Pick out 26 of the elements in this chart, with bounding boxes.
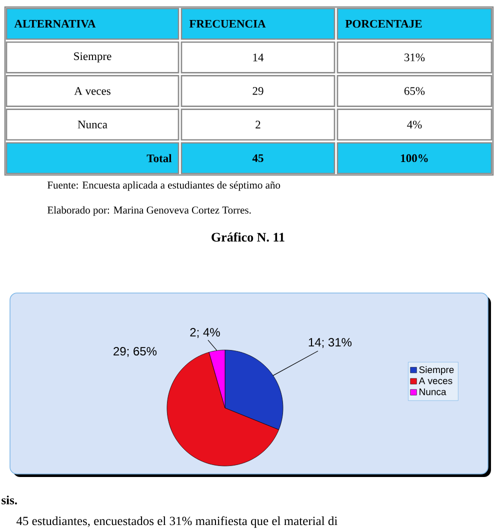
text: 45 estudiantes, encuestados el 31% manifiesta que el material di bbox=[16, 516, 338, 528]
text: 14 bbox=[253, 54, 264, 62]
category-label: A veces bbox=[74, 87, 110, 95]
text: ALTERNATIVA bbox=[14, 20, 96, 28]
text: sis. bbox=[2, 496, 17, 504]
legend-label: A veces bbox=[418, 378, 452, 384]
data-label: 2; 4% bbox=[190, 328, 220, 338]
text: 4% bbox=[407, 120, 422, 129]
category-label: Nunca bbox=[78, 120, 108, 128]
text: 2 bbox=[256, 120, 260, 128]
text: 65% bbox=[404, 87, 425, 95]
text: FRECUENCIA bbox=[189, 20, 266, 28]
source-note: Fuente: Encuesta aplicada a estudiantes de séptimo año bbox=[47, 181, 280, 191]
legend-label: Siempre bbox=[419, 366, 454, 376]
text: 29 bbox=[252, 87, 264, 95]
data-label: 29; 65% bbox=[114, 347, 157, 357]
data-label: 14; 31% bbox=[308, 338, 352, 348]
legend-label: Nunca bbox=[420, 388, 446, 396]
text: 45 bbox=[252, 154, 264, 162]
chart-title: Gráfico N. 11 bbox=[212, 232, 284, 242]
text: Elaborado por: Marina Genoveva Cortez Torres. bbox=[47, 206, 251, 216]
text: 31% bbox=[404, 54, 425, 62]
text: 100% bbox=[401, 154, 428, 162]
text: Total bbox=[146, 154, 172, 162]
text: PORCENTAJE bbox=[345, 20, 422, 28]
category-label: Siempre bbox=[74, 52, 112, 62]
